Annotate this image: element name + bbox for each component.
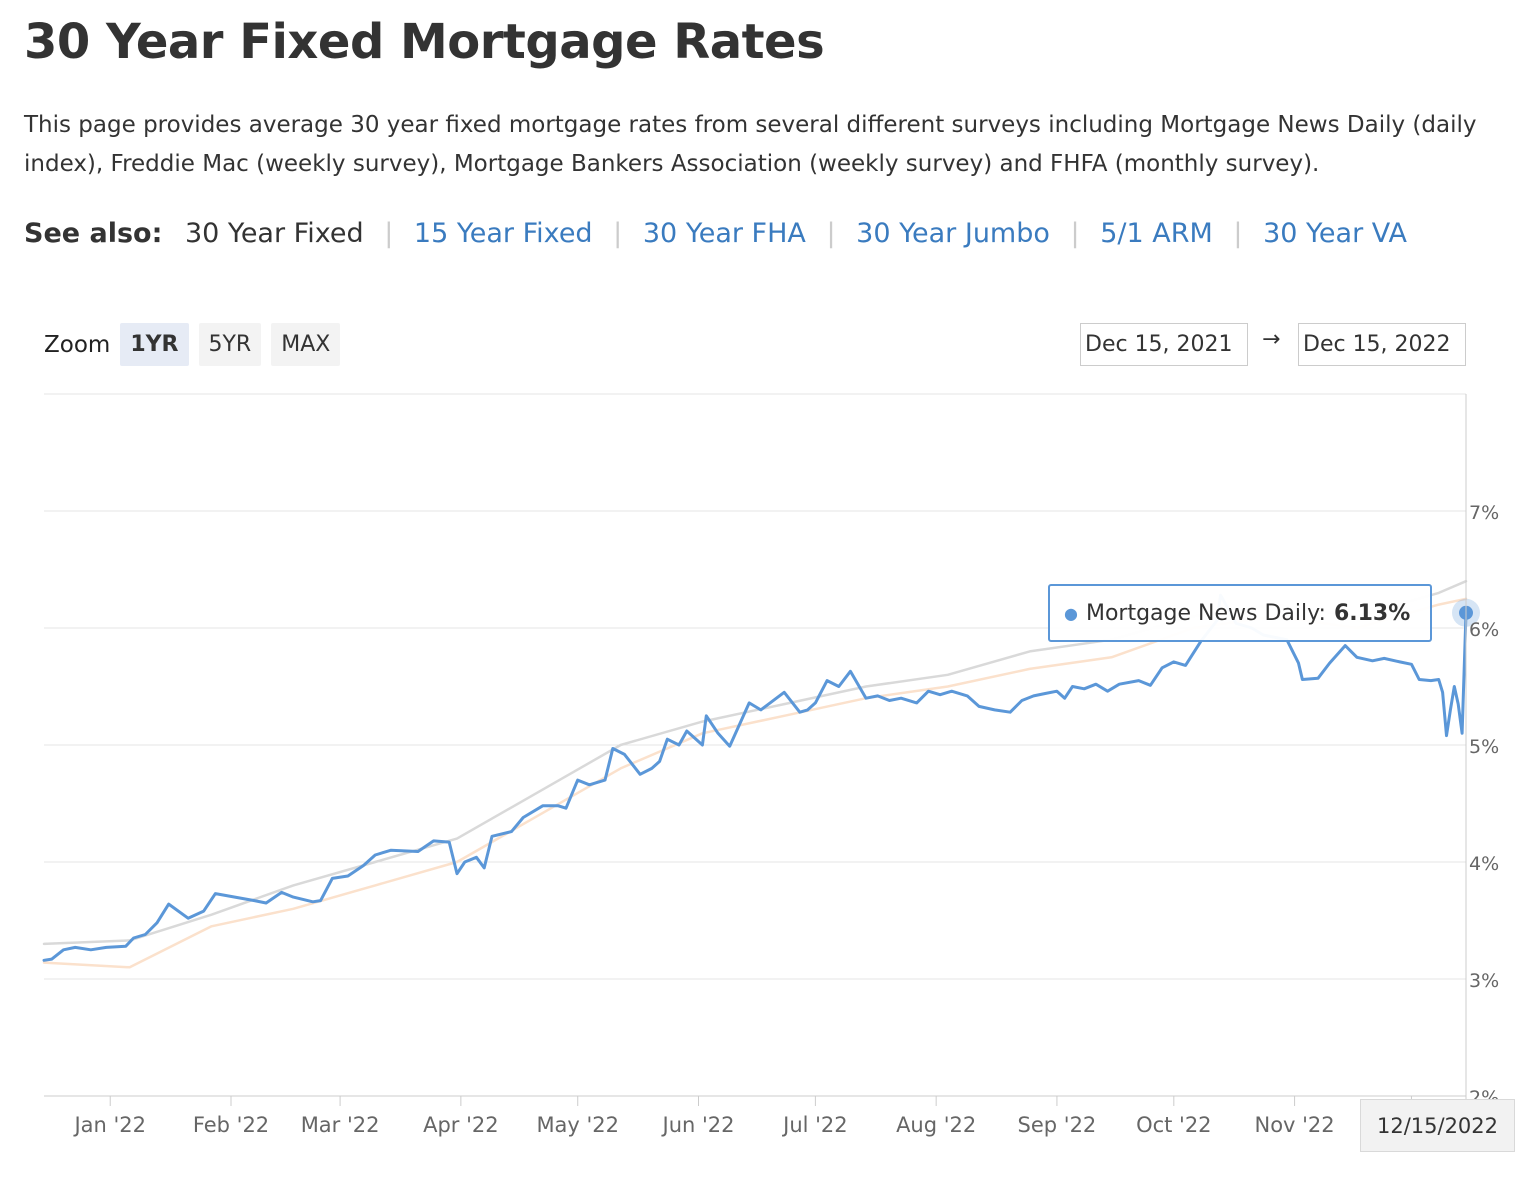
- zoom-1yr-button[interactable]: 1YR: [120, 323, 189, 366]
- range-arrow: →: [1262, 327, 1281, 352]
- see-also-label: See also:: [24, 218, 163, 249]
- tooltip-value: 6.13%: [1333, 600, 1411, 626]
- x-tick-label: Nov '22: [1255, 1113, 1335, 1137]
- x-tick-label: Jan '22: [72, 1113, 146, 1137]
- chart-tooltip: ● Mortgage News Daily: 6.13%: [1048, 584, 1432, 642]
- y-tick-label: 6%: [1469, 619, 1499, 641]
- series-dot-icon: ●: [1064, 603, 1078, 623]
- link-5-1-arm[interactable]: 5/1 ARM: [1100, 218, 1213, 249]
- link-30-year-jumbo[interactable]: 30 Year Jumbo: [856, 218, 1050, 249]
- page-intro: This page provides average 30 year fixed…: [24, 112, 1477, 177]
- x-tick-label: Feb '22: [193, 1113, 269, 1137]
- see-also-current: 30 Year Fixed: [184, 218, 364, 249]
- zoom-max-button[interactable]: MAX: [271, 323, 341, 366]
- range-to-input[interactable]: Dec 15, 2022: [1298, 323, 1466, 366]
- zoom-label: Zoom: [44, 331, 111, 358]
- see-also-nav: See also: 30 Year Fixed | 15 Year Fixed …: [24, 218, 1407, 249]
- x-tick-label: Mar '22: [301, 1113, 380, 1137]
- link-30-year-fha[interactable]: 30 Year FHA: [642, 218, 806, 249]
- x-tick-label: Jul '22: [781, 1113, 848, 1137]
- zoom-5yr-button[interactable]: 5YR: [198, 323, 262, 366]
- rate-chart[interactable]: 2%3%4%5%6%7%Jan '22 Feb '22 Mar '22 Apr '22…: [0, 380, 1530, 1170]
- page-title: 30 Year Fixed Mortgage Rates: [24, 14, 825, 70]
- x-tick-label: Aug '22: [896, 1113, 976, 1137]
- separator: |: [384, 218, 394, 249]
- x-tick-label: May '22: [536, 1113, 619, 1137]
- tooltip-series-label: Mortgage News Daily:: [1085, 600, 1326, 626]
- separator: |: [1070, 218, 1080, 249]
- separator: |: [1233, 218, 1243, 249]
- separator: |: [613, 218, 623, 249]
- x-tick-label: Sep '22: [1018, 1113, 1097, 1137]
- y-tick-label: 7%: [1469, 502, 1499, 524]
- grid-lines: [44, 393, 1466, 980]
- y-tick-label: 3%: [1469, 970, 1499, 992]
- y-tick-label: 5%: [1469, 736, 1499, 758]
- x-tick-label: Apr '22: [423, 1113, 499, 1137]
- y-tick-label: 4%: [1469, 853, 1499, 875]
- series-line-mortgage-news-daily: [42, 593, 1468, 962]
- x-tick-label: Oct '22: [1136, 1113, 1211, 1137]
- separator: |: [826, 218, 836, 249]
- x-tick-label: Jun '22: [661, 1113, 735, 1137]
- range-from-input[interactable]: Dec 15, 2021: [1080, 323, 1248, 366]
- series-line-mortgage-bankers-association: [42, 597, 1468, 969]
- zoom-controls: Zoom 1YR 5YR MAX: [44, 323, 350, 366]
- link-30-year-va[interactable]: 30 Year VA: [1263, 218, 1407, 249]
- link-15-year-fixed[interactable]: 15 Year Fixed: [413, 218, 593, 249]
- axes: 2%3%4%5%6%7%Jan '22 Feb '22 Mar '22 Apr '22…: [44, 394, 1499, 1137]
- hover-date-label: 12/15/2022: [1360, 1099, 1515, 1152]
